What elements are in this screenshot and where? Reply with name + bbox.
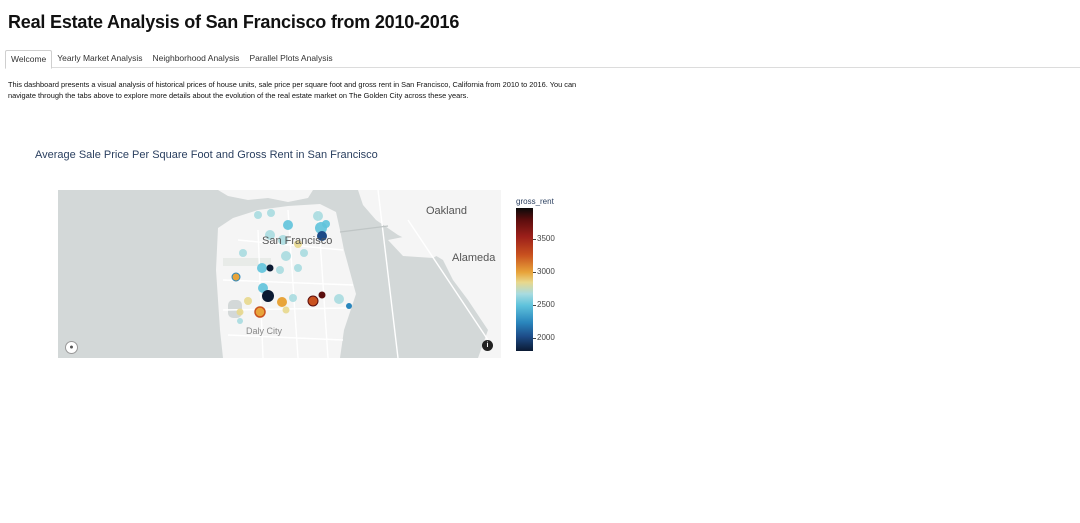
- data-point[interactable]: [231, 272, 241, 282]
- label-alameda: Alameda: [452, 252, 496, 264]
- colorbar-tick-label: 2500: [537, 300, 555, 309]
- label-daly-city: Daly City: [246, 326, 283, 336]
- data-point[interactable]: [300, 249, 308, 257]
- colorbar: [516, 208, 533, 351]
- tab-yearly-market-analysis[interactable]: Yearly Market Analysis: [57, 53, 143, 63]
- data-point[interactable]: [265, 230, 275, 240]
- colorbar-tick-label: 3500: [537, 234, 555, 243]
- tab-neighborhood-analysis[interactable]: Neighborhood Analysis: [152, 53, 240, 63]
- data-point[interactable]: [239, 249, 247, 257]
- data-point[interactable]: [257, 263, 267, 273]
- marin-land: [218, 190, 313, 202]
- mapbox-logo-icon[interactable]: ●: [65, 341, 78, 354]
- colorbar-title: gross_rent: [516, 197, 554, 206]
- data-point[interactable]: [294, 264, 302, 272]
- data-point[interactable]: [294, 240, 302, 248]
- map-basemap: [216, 190, 501, 358]
- intro-paragraph: This dashboard presents a visual analysi…: [8, 80, 577, 100]
- data-point[interactable]: [254, 211, 262, 219]
- data-point[interactable]: [283, 220, 293, 230]
- map-title: Average Sale Price Per Square Foot and G…: [35, 149, 378, 161]
- data-point[interactable]: [289, 294, 297, 302]
- data-point[interactable]: [266, 264, 274, 272]
- data-point[interactable]: [258, 283, 268, 293]
- colorbar-tick-mark: [533, 239, 536, 240]
- data-point[interactable]: [237, 318, 243, 324]
- data-point[interactable]: [317, 231, 327, 241]
- tab-bar: Welcome Yearly Market Analysis Neighborh…: [5, 50, 1080, 69]
- golden-gate-park: [223, 258, 271, 266]
- scatter-points: [231, 209, 352, 324]
- scatter-mapbox[interactable]: Oakland San Francisco Alameda Daly City …: [58, 190, 501, 358]
- label-oakland: Oakland: [426, 205, 467, 217]
- data-point[interactable]: [236, 308, 244, 316]
- data-point[interactable]: [307, 295, 319, 307]
- data-point[interactable]: [282, 306, 290, 314]
- colorbar-tick-mark: [533, 338, 536, 339]
- data-point[interactable]: [262, 290, 274, 302]
- data-point[interactable]: [267, 209, 275, 217]
- data-point[interactable]: [334, 294, 344, 304]
- data-point[interactable]: [244, 297, 252, 305]
- data-point[interactable]: [281, 251, 291, 261]
- data-point[interactable]: [322, 220, 330, 228]
- east-bay-land: [358, 190, 501, 358]
- data-point[interactable]: [276, 266, 284, 274]
- bay-bridge: [339, 225, 389, 233]
- label-san-francisco: San Francisco: [262, 235, 333, 247]
- tab-welcome[interactable]: Welcome: [5, 50, 53, 69]
- colorbar-tick-label: 2000: [537, 333, 555, 342]
- tab-parallel-plots-analysis[interactable]: Parallel Plots Analysis: [249, 53, 333, 63]
- data-point[interactable]: [254, 306, 266, 318]
- info-icon[interactable]: i: [482, 340, 493, 351]
- data-point[interactable]: [313, 211, 323, 221]
- sf-peninsula: [216, 204, 356, 358]
- data-point[interactable]: [318, 291, 326, 299]
- data-point[interactable]: [346, 303, 352, 309]
- data-point[interactable]: [277, 297, 287, 307]
- colorbar-tick-mark: [533, 305, 536, 306]
- colorbar-tick-label: 3000: [537, 267, 555, 276]
- page-title: Real Estate Analysis of San Francisco fr…: [8, 12, 460, 32]
- data-point[interactable]: [278, 235, 288, 245]
- colorbar-tick-mark: [533, 272, 536, 273]
- alameda-island: [388, 232, 450, 258]
